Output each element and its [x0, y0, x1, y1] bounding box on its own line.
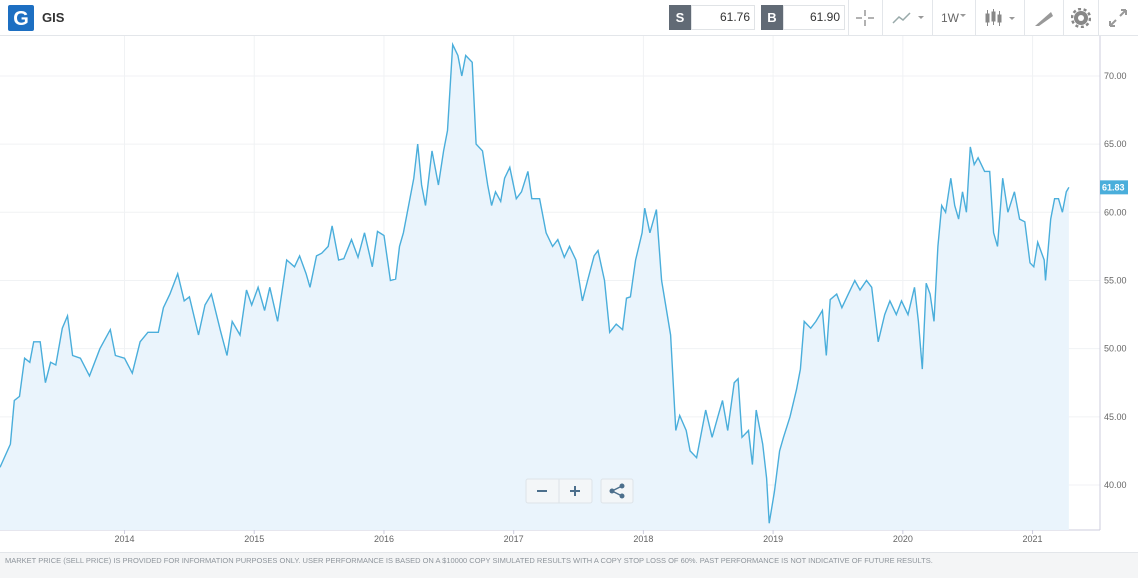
dropdown-arrow	[960, 14, 966, 17]
toolbar: G GIS S 61.76 B 61.90 1W	[0, 0, 1138, 36]
separator	[882, 0, 883, 35]
disclaimer: MARKET PRICE (SELL PRICE) IS PROVIDED FO…	[5, 556, 933, 565]
y-tick-label: 50.00	[1104, 344, 1127, 354]
separator	[848, 0, 849, 35]
y-tick-label: 60.00	[1104, 207, 1127, 217]
share-button[interactable]	[600, 478, 634, 504]
sell-price: 61.76	[691, 5, 755, 30]
area-fill	[0, 44, 1069, 530]
separator	[1063, 0, 1064, 35]
logo: G	[8, 5, 34, 31]
zoom-controls	[525, 478, 634, 504]
share-icon	[609, 483, 625, 499]
x-tick-label: 2017	[504, 534, 524, 544]
x-tick-label: 2020	[893, 534, 913, 544]
symbol: GIS	[42, 10, 65, 25]
interval-button[interactable]: 1W	[941, 11, 959, 25]
y-tick-label: 55.00	[1104, 275, 1127, 285]
x-tick-label: 2014	[115, 534, 135, 544]
separator	[975, 0, 976, 35]
candles-button[interactable]	[983, 7, 1019, 29]
x-tick-label: 2021	[1023, 534, 1043, 544]
last-price-label: 61.83	[1102, 182, 1125, 192]
fullscreen-button[interactable]	[1108, 8, 1128, 28]
last-price-box	[1100, 180, 1128, 195]
x-tick-label: 2016	[374, 534, 394, 544]
zoom-in-button[interactable]	[570, 486, 580, 496]
sell-button[interactable]: S	[669, 5, 691, 30]
chart-style-button[interactable]	[892, 9, 926, 27]
y-tick-label: 65.00	[1104, 139, 1127, 149]
y-tick-label: 40.00	[1104, 480, 1127, 490]
separator	[1024, 0, 1025, 35]
y-tick-label: 70.00	[1104, 71, 1127, 81]
buy-price: 61.90	[783, 5, 845, 30]
x-tick-label: 2015	[244, 534, 264, 544]
crosshair-button[interactable]	[852, 7, 878, 29]
buy-button[interactable]: B	[761, 5, 783, 30]
draw-button[interactable]	[1033, 8, 1055, 28]
chart: 40.00 45.00 50.00 55.00 60.00 65.00 70.00 2014 2…	[0, 36, 1128, 544]
svg-text:G: G	[13, 8, 29, 30]
settings-button[interactable]	[1071, 8, 1091, 28]
separator	[1098, 0, 1099, 35]
y-tick-label: 45.00	[1104, 412, 1127, 422]
price-line	[0, 41, 1070, 524]
x-tick-label: 2019	[763, 534, 783, 544]
x-tick-label: 2018	[633, 534, 653, 544]
separator	[932, 0, 933, 35]
footer: MARKET PRICE (SELL PRICE) IS PROVIDED FO…	[0, 552, 1138, 578]
